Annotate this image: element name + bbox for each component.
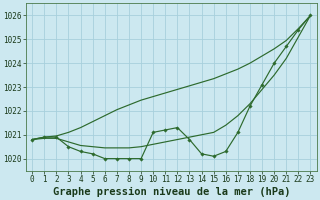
X-axis label: Graphe pression niveau de la mer (hPa): Graphe pression niveau de la mer (hPa) xyxy=(52,186,290,197)
